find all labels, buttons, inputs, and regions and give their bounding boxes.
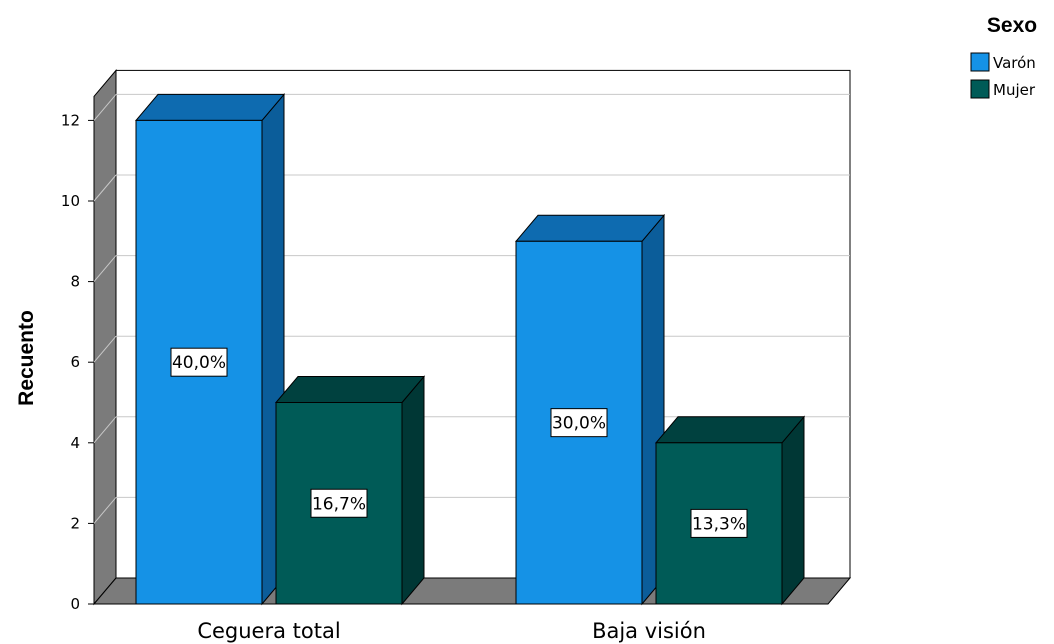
legend-label: Varón <box>993 54 1036 72</box>
legend-swatch <box>970 79 990 99</box>
bar-side <box>781 415 805 606</box>
data-label: 13,3% <box>692 514 746 534</box>
data-label: 30,0% <box>552 414 606 434</box>
gridline-side <box>93 335 117 363</box>
y-tick-label: 0 <box>70 595 80 613</box>
y-tick-label: 2 <box>70 514 80 532</box>
bar-top <box>654 416 806 444</box>
y-axis-title: Recuento <box>15 310 38 406</box>
legend-title: Sexo <box>987 14 1037 37</box>
data-label-box <box>550 408 608 438</box>
y-tick-label: 12 <box>61 111 80 129</box>
data-label: 16,7% <box>312 494 366 514</box>
gridline-side <box>93 255 117 282</box>
x-category-label: Baja visión <box>592 619 706 643</box>
bars <box>134 93 806 606</box>
gridline-side <box>93 416 117 444</box>
y-axis-ticks: 0 2 4 6 8 10 12 <box>61 111 94 613</box>
bar-top <box>274 376 426 403</box>
y-tick-label: 10 <box>61 192 80 210</box>
data-label-box <box>690 508 748 538</box>
data-label: 40,0% <box>172 353 226 373</box>
y-tick-label: 4 <box>70 434 80 452</box>
gridline-side <box>93 497 117 524</box>
x-category-label: Ceguera total <box>197 619 340 643</box>
legend: Sexo Varón Mujer <box>970 14 1037 99</box>
bar-top <box>514 214 666 242</box>
data-labels: 40,0% 16,7% 30,0% 13,3% <box>170 347 748 538</box>
gridline-side <box>93 174 117 202</box>
left-wall <box>93 69 117 606</box>
x-axis-categories: Ceguera total Baja visión <box>197 619 706 643</box>
y-tick-label: 8 <box>70 273 80 291</box>
gridline-side <box>93 94 117 121</box>
data-label-box <box>310 488 368 518</box>
bar-top <box>134 93 286 121</box>
y-tick-label: 6 <box>70 353 80 371</box>
data-label-box <box>170 347 228 377</box>
legend-swatch <box>970 52 990 72</box>
bar-side <box>401 375 425 606</box>
legend-label: Mujer <box>993 81 1036 99</box>
